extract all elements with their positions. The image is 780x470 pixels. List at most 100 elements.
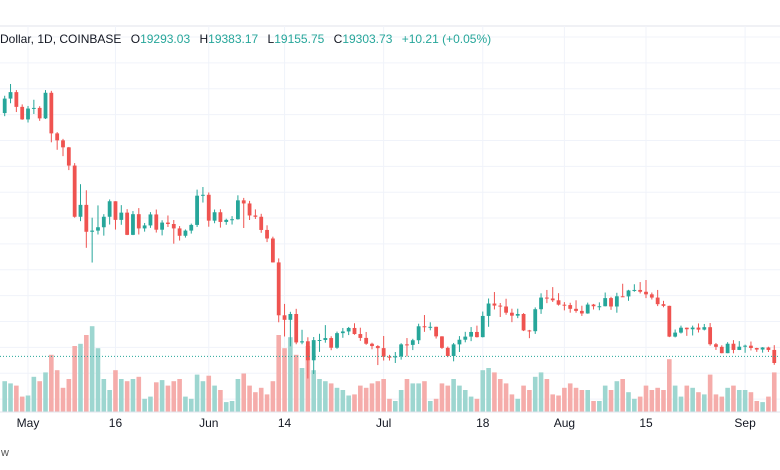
volume-bar xyxy=(43,372,48,412)
candle-body xyxy=(504,306,508,313)
volume-bar xyxy=(649,390,655,412)
volume-bar xyxy=(253,392,258,412)
volume-bar xyxy=(270,381,276,412)
candle-body xyxy=(212,212,217,221)
candle-body xyxy=(160,222,165,230)
volume-bar xyxy=(597,401,602,412)
volume-bar xyxy=(66,379,72,412)
volume-bar xyxy=(567,383,573,412)
candle-body xyxy=(749,345,753,348)
candle-body xyxy=(358,334,363,338)
candle-body xyxy=(294,313,299,343)
legend-label: H xyxy=(199,32,209,46)
candle-body xyxy=(428,326,433,328)
volume-bar xyxy=(667,359,672,412)
candle-body xyxy=(702,327,707,330)
legend-label: O xyxy=(130,32,141,46)
legend-item: H19383.17 xyxy=(199,32,258,46)
candle-body xyxy=(603,298,608,307)
change: +10.21 (+0.05%) xyxy=(401,32,492,46)
volume-bar xyxy=(188,398,194,412)
volume-bar xyxy=(165,385,171,412)
candle-body xyxy=(766,347,771,350)
candle-body xyxy=(387,356,392,358)
candle-body xyxy=(585,304,590,314)
legend-value: 19303.73 xyxy=(342,32,393,46)
volume-bar xyxy=(725,387,730,412)
volume-bar xyxy=(293,354,299,412)
candle-body xyxy=(84,204,89,232)
volume-bar xyxy=(212,385,217,412)
candle-body xyxy=(416,326,421,341)
candle-body xyxy=(177,228,182,236)
volume-bar xyxy=(509,394,515,412)
volume-bar xyxy=(620,379,625,412)
candle-body xyxy=(195,195,199,225)
volume-bar xyxy=(690,387,695,412)
candle-body xyxy=(475,331,479,338)
volume-bar xyxy=(235,379,241,412)
candle-body xyxy=(247,203,252,216)
volume-bar xyxy=(288,337,293,412)
volume-bar xyxy=(107,390,112,412)
volume-bar xyxy=(241,373,247,412)
volume-bar xyxy=(707,374,713,412)
candle-body xyxy=(346,327,351,332)
x-tick-label: 14 xyxy=(278,416,292,430)
volume-bar xyxy=(643,385,649,412)
candle-body xyxy=(8,92,13,99)
volume-bar xyxy=(713,394,719,412)
volume-bar xyxy=(497,379,503,412)
candle-body xyxy=(463,336,468,340)
candle-body xyxy=(620,296,625,298)
candle-body xyxy=(61,140,65,148)
volume-bar xyxy=(579,390,585,412)
candle-body xyxy=(486,303,491,316)
candle-body xyxy=(236,200,240,220)
candle-body xyxy=(37,107,42,119)
x-tick-label: Sep xyxy=(734,416,756,430)
volume-bar xyxy=(148,396,153,412)
legend-item: O19293.03 xyxy=(131,32,190,46)
candle-body xyxy=(469,331,473,337)
candle-body xyxy=(370,343,374,347)
candle-body xyxy=(20,106,25,120)
volume-bar xyxy=(608,390,614,412)
volume-bar xyxy=(702,394,707,412)
candle-body xyxy=(714,344,718,347)
volume-bar xyxy=(527,390,532,412)
volume-bar xyxy=(626,392,631,412)
candle-body xyxy=(66,147,71,166)
symbol: Dollar, 1D, COINBASE xyxy=(0,32,122,46)
volume-bar xyxy=(486,368,491,412)
volume-bar xyxy=(550,394,556,412)
candle-body xyxy=(544,297,549,299)
candle-body xyxy=(614,296,619,307)
volume-bar xyxy=(352,394,357,412)
volume-bar xyxy=(422,381,427,412)
candle-body xyxy=(644,291,648,295)
candle-body xyxy=(480,315,485,338)
candle-body xyxy=(72,165,77,217)
candle-body xyxy=(597,306,602,308)
candle-body xyxy=(632,289,637,291)
legend-value: 19383.17 xyxy=(208,32,259,46)
volume-bar xyxy=(340,390,346,412)
volume-bar xyxy=(532,376,538,412)
volume-bar xyxy=(177,379,182,412)
volume-bar xyxy=(731,385,736,412)
volume-bar xyxy=(585,390,590,412)
candle-body xyxy=(562,304,567,306)
volume-bar xyxy=(25,395,31,412)
candle-body xyxy=(510,312,514,316)
volume-bar xyxy=(562,387,567,412)
volume-bar xyxy=(672,385,678,412)
volume-bar xyxy=(124,381,130,412)
candle-body xyxy=(43,92,48,119)
volume-bar xyxy=(614,381,620,412)
volume-bar xyxy=(136,376,142,412)
candle-body xyxy=(440,336,444,348)
candle-body xyxy=(679,327,683,333)
volume-bar xyxy=(101,379,107,412)
